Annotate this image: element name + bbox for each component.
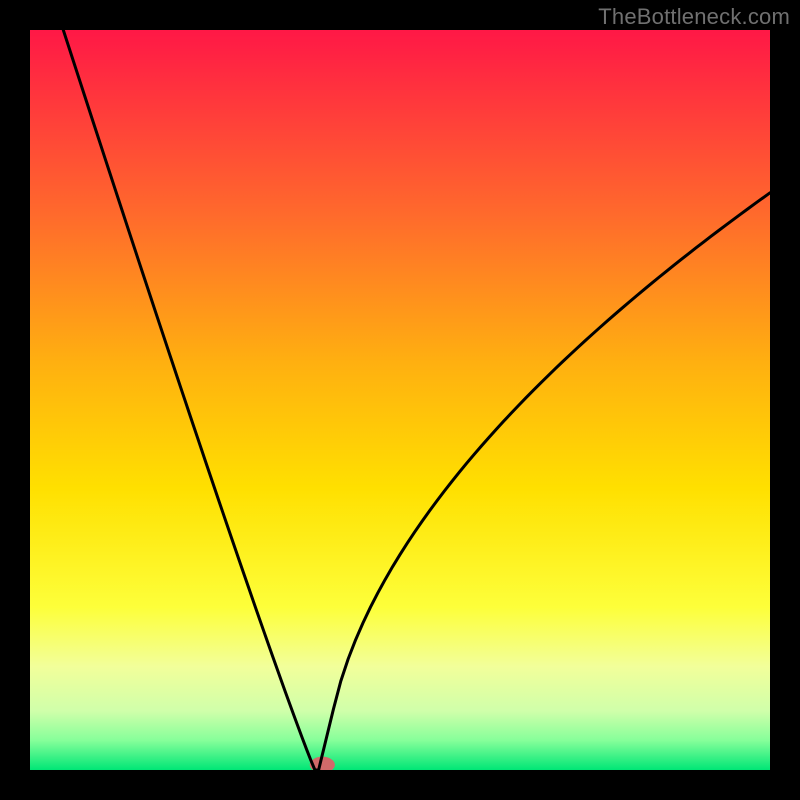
watermark-text: TheBottleneck.com [598, 4, 790, 30]
chart-container [30, 30, 770, 770]
chart-background [30, 30, 770, 770]
bottleneck-chart [30, 30, 770, 770]
